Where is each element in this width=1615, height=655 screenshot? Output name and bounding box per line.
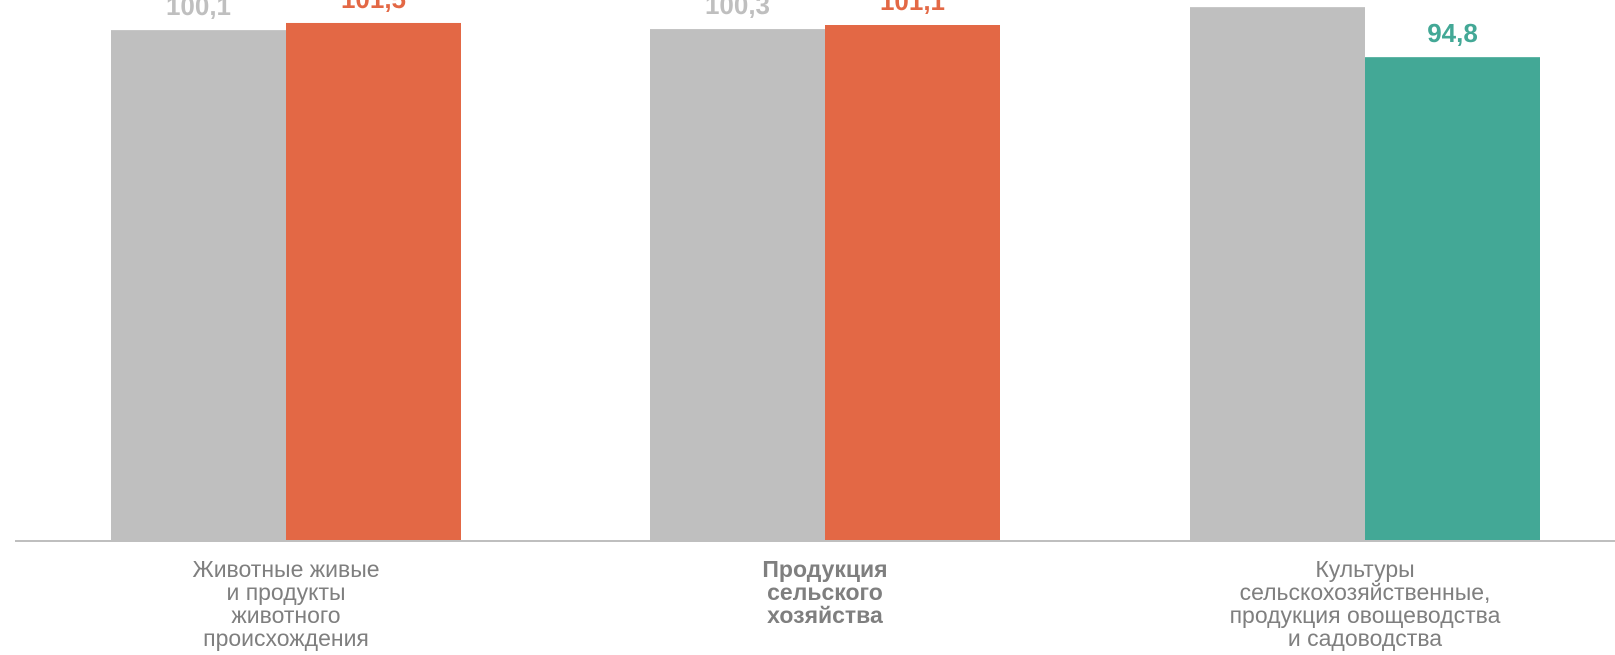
bar-3-series-1 [1190, 7, 1365, 542]
bar-1-series-2 [286, 22, 461, 542]
value-label-1-series-1: 100,1 [166, 0, 231, 21]
category-label-1: Животные живые и продукты животного происхо… [192, 556, 379, 651]
category-label-1-line-4: происхождения [203, 625, 369, 651]
category-label-3-line-4: и садоводства [1288, 625, 1442, 651]
value-label-1-series-2: 101,5 [341, 0, 406, 14]
category-label-2: Продукция сельского хозяйства [762, 556, 887, 628]
bars-group [111, 7, 1540, 542]
category-label-2-line-3: хозяйства [767, 602, 883, 628]
category-label-1-line-1: Животные живые [192, 556, 379, 582]
category-label-2-line-1: Продукция [762, 556, 887, 582]
category-label-3-line-3: продукция овощеводства [1230, 602, 1501, 628]
category-label-3-line-2: сельскохозяйственные, [1240, 579, 1491, 605]
bar-3-series-2 [1365, 57, 1540, 542]
bar-2-series-1 [650, 29, 825, 541]
bar-2-series-2 [825, 25, 1000, 542]
category-label-1-line-3: животного [231, 602, 340, 628]
category-label-1-line-2: и продукты [226, 579, 345, 605]
category-label-2-line-2: сельского [767, 579, 883, 605]
category-labels-group: Животные живые и продукты животного происхо… [192, 556, 1500, 651]
value-label-2-series-1: 100,3 [705, 0, 770, 20]
category-label-3-line-1: Культуры [1315, 556, 1414, 582]
value-label-3-series-2: 94,8 [1427, 18, 1478, 48]
value-label-2-series-2: 101,1 [880, 0, 945, 16]
bar-1-series-1 [111, 30, 286, 541]
category-label-3: Культуры сельскохозяйственные, продукция о… [1230, 556, 1501, 651]
